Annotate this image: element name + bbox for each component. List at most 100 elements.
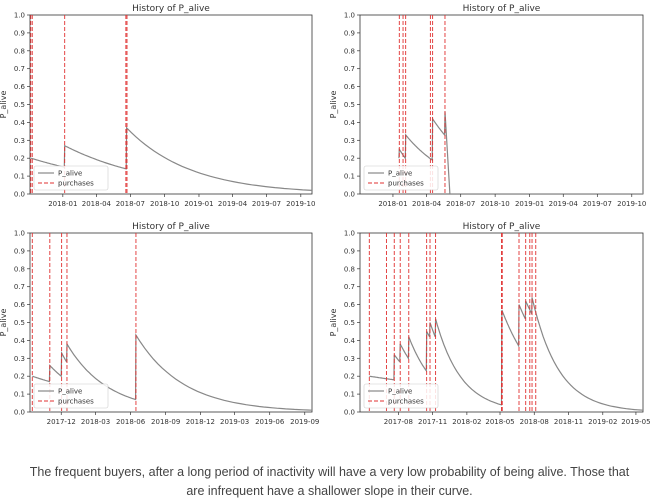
x-tick-label: 2018-01 [48, 200, 77, 208]
chart-panel: History of P_alive P_alive 0.0 0.1 0.2 0.3 0.4… [329, 222, 651, 426]
y-tick-label: 0.4 [344, 119, 356, 127]
y-tick-label: 0.6 [344, 83, 356, 91]
y-tick-label: 0.5 [14, 319, 25, 327]
x-tick-label: 2019-02 [588, 418, 617, 426]
plot-frame [29, 232, 313, 413]
y-tick-label: 0.0 [14, 409, 25, 417]
y-tick-label: 0.6 [14, 301, 26, 309]
plot-frame [359, 14, 644, 195]
chart-title: History of P_alive [463, 222, 541, 232]
x-tick-label: 2017-11 [418, 418, 447, 426]
x-tick-label: 2018-07 [116, 200, 145, 208]
plot-frame [29, 14, 313, 195]
legend-label-purchases: purchases [58, 180, 94, 188]
y-tick-label: 0.5 [344, 101, 355, 109]
x-tick-label: 2018-05 [485, 418, 514, 426]
x-tick-label: 2018-10 [481, 200, 510, 208]
y-tick-label: 0.4 [14, 119, 26, 127]
x-tick-label: 2019-04 [218, 200, 248, 208]
y-tick-label: 0.2 [14, 373, 25, 381]
x-tick-label: 2019-07 [583, 200, 612, 208]
legend-label-purchases: purchases [388, 398, 424, 406]
figure-caption: The frequent buyers, after a long period… [0, 463, 659, 501]
chart-title: History of P_alive [132, 4, 210, 14]
y-tick-label: 0.1 [344, 391, 355, 399]
x-tick-label: 2019-10 [617, 200, 646, 208]
y-axis-label: P_alive [329, 91, 338, 119]
x-tick-label: 2018-02 [452, 418, 481, 426]
legend-label-p-alive: P_alive [58, 170, 82, 178]
x-tick-label: 2019-10 [286, 200, 315, 208]
y-axis-label: P_alive [329, 309, 338, 337]
y-tick-label: 0.5 [344, 319, 355, 327]
y-tick-label: 0.8 [14, 47, 25, 55]
y-tick-label: 0.5 [14, 101, 25, 109]
x-tick-label: 2019-03 [220, 418, 249, 426]
legend-label-p-alive: P_alive [388, 388, 412, 396]
y-tick-label: 0.6 [14, 83, 26, 91]
x-tick-label: 2018-09 [151, 418, 180, 426]
chart-panel: History of P_alive P_alive 0.0 0.1 0.2 0.3 0.4… [329, 4, 646, 208]
x-tick-label: 2019-04 [549, 200, 579, 208]
y-tick-label: 0.0 [344, 191, 355, 199]
x-tick-label: 2018-03 [81, 418, 110, 426]
y-tick-label: 0.3 [344, 355, 355, 363]
legend-label-p-alive: P_alive [58, 388, 82, 396]
plot-area [30, 15, 312, 194]
y-tick-label: 0.9 [344, 29, 355, 37]
x-tick-label: 2018-06 [116, 418, 146, 426]
p-alive-line [369, 297, 643, 411]
legend-label-purchases: purchases [388, 180, 424, 188]
x-tick-label: 2018-04 [412, 200, 442, 208]
y-tick-label: 0.1 [344, 173, 355, 181]
y-tick-label: 0.9 [14, 29, 25, 37]
y-tick-label: 1.0 [14, 230, 25, 238]
y-tick-label: 0.4 [344, 337, 356, 345]
legend-box [363, 383, 439, 409]
y-tick-label: 1.0 [14, 12, 25, 20]
y-tick-label: 0.7 [14, 65, 25, 73]
y-tick-label: 0.9 [344, 247, 355, 255]
chart-title: History of P_alive [132, 222, 210, 232]
plot-area [31, 233, 312, 412]
p-alive-line [32, 332, 312, 411]
y-tick-label: 0.7 [14, 283, 25, 291]
caption-line-1: The frequent buyers, after a long period… [29, 464, 630, 479]
x-tick-label: 2018-07 [446, 200, 475, 208]
y-tick-label: 0.9 [14, 247, 25, 255]
x-tick-label: 2019-09 [290, 418, 319, 426]
x-tick-label: 2019-01 [184, 200, 213, 208]
x-tick-label: 2018-12 [186, 418, 215, 426]
y-tick-label: 0.1 [14, 391, 25, 399]
y-tick-label: 0.3 [344, 137, 355, 145]
legend-box [363, 165, 439, 191]
legend-label-p-alive: P_alive [388, 170, 412, 178]
y-tick-label: 0.3 [14, 355, 25, 363]
x-tick-label: 2018-10 [150, 200, 179, 208]
chart-grid: History of P_alive P_alive 0.0 0.1 0.2 0.3 0.4… [0, 4, 651, 426]
y-tick-label: 1.0 [344, 12, 355, 20]
x-tick-label: 2018-04 [82, 200, 112, 208]
y-tick-label: 0.7 [344, 283, 355, 291]
x-tick-label: 2018-08 [520, 418, 549, 426]
y-axis-label: P_alive [0, 91, 8, 119]
legend-box [33, 383, 109, 409]
x-tick-label: 2018-11 [554, 418, 583, 426]
y-tick-label: 0.7 [344, 65, 355, 73]
plot-area [368, 233, 643, 412]
y-tick-label: 0.0 [14, 191, 25, 199]
y-tick-label: 0.8 [14, 265, 25, 273]
plot-area [398, 15, 643, 194]
y-tick-label: 0.2 [344, 373, 355, 381]
y-tick-label: 0.6 [344, 301, 356, 309]
y-tick-label: 1.0 [344, 230, 355, 238]
x-tick-label: 2019-05 [621, 418, 650, 426]
legend-box [33, 165, 109, 191]
y-axis-label: P_alive [0, 309, 8, 337]
chart-panel: History of P_alive P_alive 0.0 0.1 0.2 0.3 0.4… [0, 4, 315, 208]
chart-panel: History of P_alive P_alive 0.0 0.1 0.2 0.3 0.4… [0, 222, 319, 426]
charts-svg: History of P_alive P_alive 0.0 0.1 0.2 0.3 0.4… [0, 4, 651, 426]
y-tick-label: 0.2 [14, 155, 25, 163]
caption-line-2: are infrequent have a shallower slope in… [186, 483, 473, 498]
y-tick-label: 0.8 [344, 265, 355, 273]
